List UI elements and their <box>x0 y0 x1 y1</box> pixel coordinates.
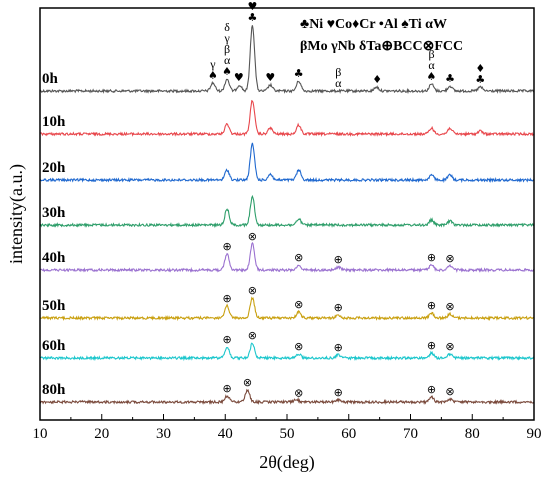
peak-marker: ♣ <box>445 72 455 85</box>
peak-marker: ♣ <box>475 73 485 86</box>
peak-marker: ⊕ <box>334 386 343 399</box>
peak-marker: γ <box>209 57 216 71</box>
peak-marker: δ <box>224 20 230 34</box>
series-label-60h: 60h <box>42 338 66 354</box>
peak-marker: ♠ <box>427 70 437 83</box>
peak-marker: ⊕ <box>427 251 436 264</box>
x-tick-label: 30 <box>156 426 171 442</box>
series-line-40h <box>39 241 535 273</box>
y-axis-title: intensity(a.u.) <box>6 164 27 264</box>
peak-marker: ⊗ <box>248 284 257 297</box>
tick-layer: 10 20 30 40 50 60 70 80 90 <box>33 414 542 442</box>
peak-marker: ⊗ <box>248 329 257 342</box>
peak-marker: ⊗ <box>445 252 454 265</box>
peak-marker: γ <box>223 31 230 45</box>
series-label-30h: 30h <box>42 205 66 221</box>
series-line-0h <box>39 25 535 95</box>
series-label-40h: 40h <box>42 250 66 266</box>
series-line-20h <box>39 142 535 184</box>
peak-marker: α <box>335 76 342 90</box>
peak-marker: ♦ <box>475 62 485 75</box>
series-layer <box>39 25 535 406</box>
series-line-10h <box>39 99 535 138</box>
peak-marker: β <box>428 47 434 61</box>
legend-line-1: ♣Ni ♥Co♦Cr •Al ♠Ti αW <box>300 17 447 32</box>
peak-marker: ♣ <box>247 11 257 24</box>
series-label-0h: 0h <box>42 71 59 87</box>
peak-marker: ⊕ <box>222 240 231 253</box>
peak-marker: ⊕ <box>222 382 231 395</box>
peak-marker: ♠ <box>222 65 232 78</box>
peak-marker: ♥ <box>234 71 244 84</box>
x-tick-label: 20 <box>94 426 109 442</box>
peak-marker: ⊗ <box>243 376 252 389</box>
peak-marker: ⊗ <box>445 300 454 313</box>
series-label-80h: 80h <box>42 382 66 398</box>
peak-marker: ⊗ <box>445 385 454 398</box>
series-label-layer: 0h 10h 20h 30h 40h 50h 60h 80h <box>42 71 66 398</box>
peak-marker: ⊕ <box>427 299 436 312</box>
peak-marker: ⊗ <box>294 251 303 264</box>
series-line-60h <box>39 342 535 362</box>
x-tick-label: 10 <box>33 426 48 442</box>
peak-marker: ♥ <box>265 71 275 84</box>
peak-marker: ♦ <box>372 73 382 86</box>
series-line-50h <box>39 296 535 322</box>
peak-marker: β <box>224 42 230 56</box>
peak-marker: ♦ <box>247 0 257 2</box>
peak-marker: ⊕ <box>222 333 231 346</box>
peak-marker: ⊕ <box>334 301 343 314</box>
peak-marker: ⊗ <box>294 386 303 399</box>
series-label-10h: 10h <box>42 114 66 130</box>
peak-marker: ⊗ <box>294 298 303 311</box>
peak-marker: ♣ <box>294 67 304 80</box>
x-tick-label: 60 <box>341 426 356 442</box>
annotation-layer: γ♠δγβα♠♥♦♥♣♥♣βα♦βα♠♣♦♣⊕⊗⊗⊕⊕⊗⊕⊗⊗⊕⊕⊗⊕⊗⊗⊕⊕⊗… <box>208 0 485 399</box>
peak-marker: ⊕ <box>222 292 231 305</box>
series-label-50h: 50h <box>42 298 66 314</box>
peak-marker: ⊗ <box>248 230 257 243</box>
peak-marker: ⊗ <box>445 340 454 353</box>
x-tick-label: 70 <box>403 426 418 442</box>
legend-line-2: βMo γNb δTa⊕BCC⊗FCC <box>300 39 463 54</box>
x-tick-label: 90 <box>527 426 542 442</box>
peak-marker: α <box>224 53 231 67</box>
peak-marker: ⊕ <box>334 341 343 354</box>
series-line-30h <box>39 194 535 228</box>
peak-marker: α <box>428 58 435 72</box>
peak-marker: ⊕ <box>427 383 436 396</box>
peak-marker: ♠ <box>208 69 218 82</box>
series-label-20h: 20h <box>42 160 66 176</box>
x-tick-label: 80 <box>465 426 480 442</box>
peak-marker: ⊕ <box>334 253 343 266</box>
x-axis-title: 2θ(deg) <box>259 452 315 473</box>
x-tick-label: 40 <box>218 426 233 442</box>
peak-marker: ⊕ <box>427 339 436 352</box>
peak-marker: ♥ <box>247 0 257 13</box>
x-tick-label: 50 <box>280 426 295 442</box>
peak-marker: β <box>335 65 341 79</box>
series-line-80h <box>39 388 535 406</box>
peak-marker: ⊗ <box>294 340 303 353</box>
